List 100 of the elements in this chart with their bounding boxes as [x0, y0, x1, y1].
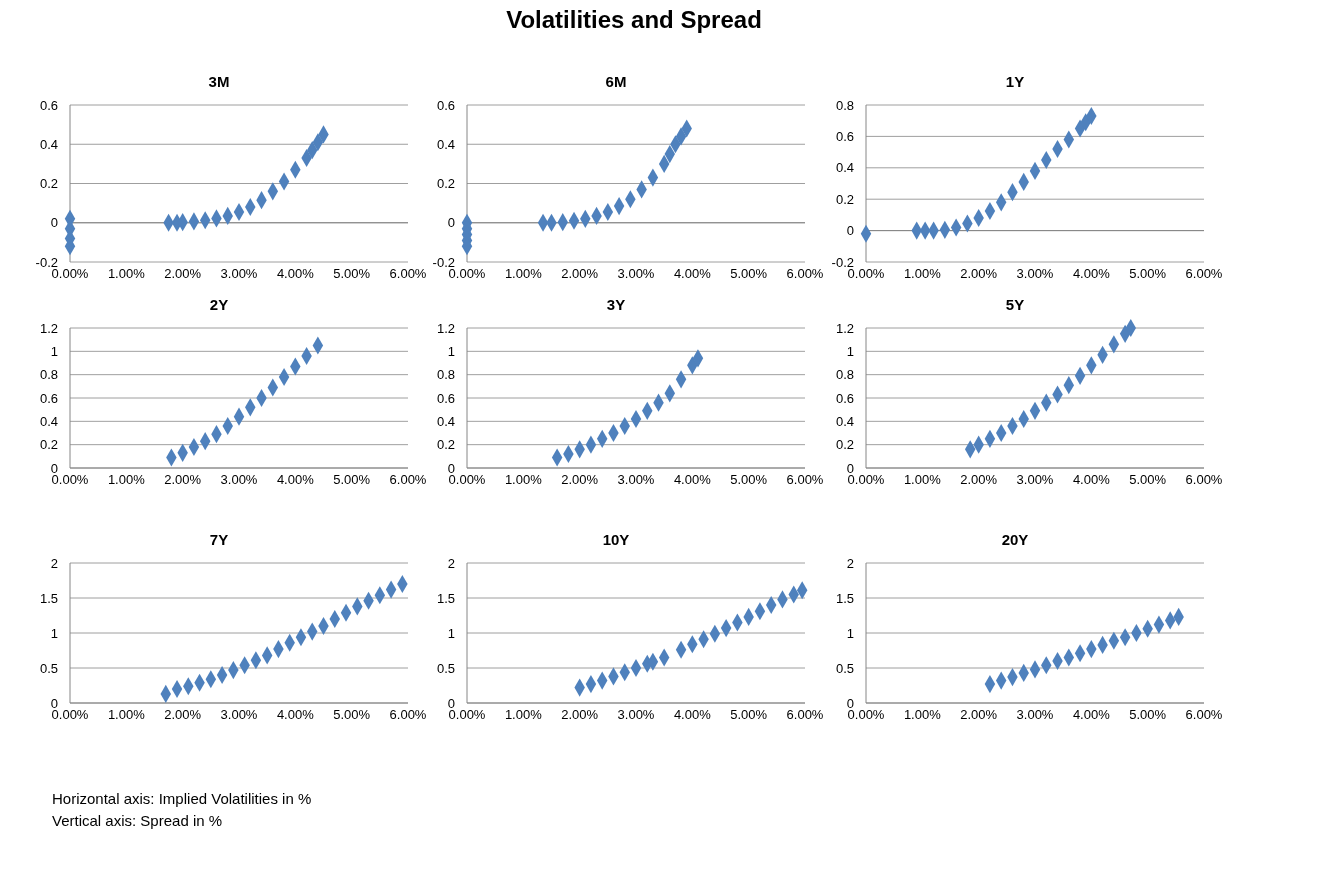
x-tick-label: 3.00% [1016, 472, 1054, 487]
x-tick-label: 3.00% [220, 472, 258, 487]
y-tick-label: 1 [447, 343, 455, 359]
x-tick-label: 1.00% [504, 472, 543, 487]
y-tick-label: 0.5 [436, 660, 455, 676]
y-tick-label: 0.4 [436, 136, 455, 152]
x-tick-label: 3.00% [1016, 266, 1054, 281]
x-tick-label: 5.00% [333, 266, 371, 281]
y-tick-label: 1.5 [39, 590, 58, 606]
y-tick-label: 1.5 [835, 590, 854, 606]
x-tick-label: 1.00% [504, 266, 543, 281]
x-tick-label: 4.00% [276, 707, 315, 722]
x-tick-label: 1.00% [107, 707, 146, 722]
y-tick-label: 0.8 [835, 97, 854, 113]
x-tick-label: 4.00% [1072, 707, 1111, 722]
chart-title: 7Y [209, 531, 229, 548]
x-tick-label: 5.00% [333, 707, 371, 722]
x-tick-label: 3.00% [1016, 707, 1054, 722]
x-tick-label: 1.00% [107, 472, 146, 487]
x-tick-label: 3.00% [220, 266, 258, 281]
y-tick-label: 0.4 [835, 160, 854, 176]
chart-title: 5Y [1005, 296, 1025, 313]
x-tick-label: 6.00% [1185, 472, 1223, 487]
x-tick-label: 6.00% [389, 707, 427, 722]
x-tick-label: 1.00% [903, 472, 942, 487]
y-tick-label: 0 [447, 215, 455, 231]
y-tick-label: 1 [846, 625, 854, 641]
x-tick-label: 2.00% [164, 472, 202, 487]
x-tick-label: 5.00% [1129, 707, 1167, 722]
y-tick-label: 0.2 [39, 437, 58, 453]
y-tick-label: 0.2 [436, 437, 455, 453]
y-tick-label: 0.5 [39, 660, 58, 676]
x-tick-label: 1.00% [903, 707, 942, 722]
y-tick-label: 0.2 [436, 176, 455, 192]
x-tick-label: 3.00% [220, 707, 258, 722]
x-tick-label: 6.00% [786, 472, 824, 487]
x-tick-label: 4.00% [276, 266, 315, 281]
chart-title: 10Y [602, 531, 630, 548]
x-tick-label: 5.00% [730, 707, 768, 722]
x-tick-label: 5.00% [333, 472, 371, 487]
y-tick-label: 0.4 [436, 413, 455, 429]
y-tick-label: 0.4 [835, 413, 854, 429]
x-tick-label: 2.00% [960, 266, 998, 281]
chart-title: 3Y [606, 296, 626, 313]
x-tick-label: 2.00% [960, 472, 998, 487]
y-tick-label: 0.2 [835, 437, 854, 453]
y-tick-label: 0.6 [436, 97, 455, 113]
x-tick-label: 5.00% [1129, 472, 1167, 487]
y-tick-label: 1.2 [835, 320, 854, 336]
y-tick-label: 1.2 [436, 320, 455, 336]
x-tick-label: 6.00% [1185, 266, 1223, 281]
y-tick-label: 2 [50, 555, 58, 571]
y-tick-label: 0 [50, 215, 58, 231]
text: Horizontal axis: Implied Volatilities in % [52, 790, 312, 807]
y-tick-label: 0 [846, 223, 854, 239]
x-tick-label: 6.00% [389, 472, 427, 487]
x-tick-label: 1.00% [107, 266, 146, 281]
chart-title: 20Y [1001, 531, 1029, 548]
x-tick-label: 2.00% [561, 472, 599, 487]
x-tick-label: 4.00% [673, 472, 712, 487]
chart-title: 1Y [1005, 73, 1025, 90]
x-tick-label: 2.00% [164, 266, 202, 281]
y-tick-label: 0.6 [835, 390, 854, 406]
y-tick-label: 0.8 [436, 367, 455, 383]
x-tick-label: 5.00% [730, 266, 768, 281]
y-tick-label: 0.8 [835, 367, 854, 383]
x-tick-label: 2.00% [164, 707, 202, 722]
y-tick-label: 1.5 [436, 590, 455, 606]
y-tick-label: 0.2 [39, 176, 58, 192]
x-tick-label: 3.00% [617, 707, 655, 722]
y-tick-label: 0.2 [835, 191, 854, 207]
x-tick-label: 6.00% [786, 266, 824, 281]
x-tick-label: 2.00% [561, 707, 599, 722]
y-tick-label: 0.4 [39, 413, 58, 429]
y-tick-label: 0.8 [39, 367, 58, 383]
x-tick-label: 6.00% [1185, 707, 1223, 722]
y-tick-label: 1 [447, 625, 455, 641]
x-tick-label: 2.00% [561, 266, 599, 281]
x-tick-label: 3.00% [617, 472, 655, 487]
x-tick-label: 1.00% [903, 266, 942, 281]
x-tick-label: 3.00% [617, 266, 655, 281]
x-tick-label: 2.00% [960, 707, 998, 722]
x-tick-label: 1.00% [504, 707, 543, 722]
text: Vertical axis: Spread in % [52, 812, 223, 829]
x-tick-label: 6.00% [389, 266, 427, 281]
x-tick-label: 5.00% [730, 472, 768, 487]
y-tick-label: 2 [447, 555, 455, 571]
x-tick-label: 4.00% [276, 472, 315, 487]
y-tick-label: 0.4 [39, 136, 58, 152]
y-tick-label: 1.2 [39, 320, 58, 336]
y-tick-label: 0.6 [39, 97, 58, 113]
y-tick-label: 0.5 [835, 660, 854, 676]
y-tick-label: 2 [846, 555, 854, 571]
y-tick-label: 1 [50, 343, 58, 359]
x-tick-label: 4.00% [1072, 266, 1111, 281]
text: Volatilities and Spread [506, 6, 762, 33]
x-tick-label: 6.00% [786, 707, 824, 722]
y-tick-label: 0.6 [436, 390, 455, 406]
y-tick-label: 0.6 [835, 128, 854, 144]
x-tick-label: 4.00% [673, 707, 712, 722]
